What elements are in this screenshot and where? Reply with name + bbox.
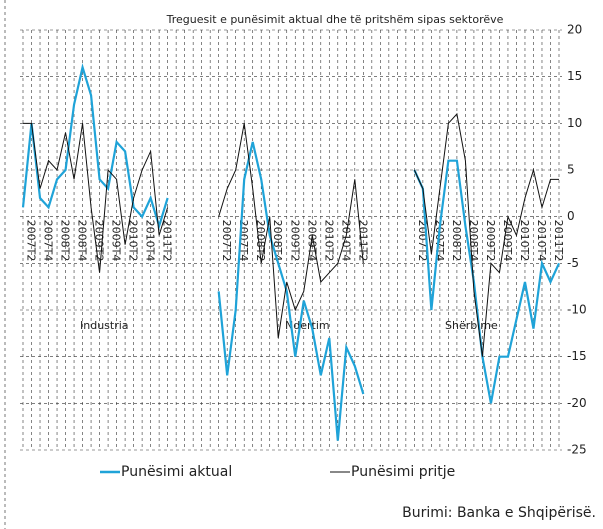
- y-tick-label: -25: [567, 443, 587, 457]
- x-tick-label: 2009T2: [484, 220, 497, 262]
- x-tick-label: 2007T2: [220, 220, 233, 262]
- x-tick-label: 2010T2: [518, 220, 531, 262]
- x-tick-label: 2009T4: [501, 220, 514, 262]
- x-tick-label: 2011T2: [552, 220, 565, 262]
- y-tick-label: -10: [567, 303, 587, 317]
- x-tick-label: 2010T2: [127, 220, 140, 262]
- x-tick-label: 2010T4: [535, 220, 548, 262]
- x-tick-label: 2009T2: [288, 220, 301, 262]
- y-tick-label: -5: [567, 256, 579, 270]
- panel-label: Ndertim: [285, 319, 330, 332]
- x-tick-label: 2010T2: [322, 220, 335, 262]
- y-tick-label: 10: [567, 116, 582, 130]
- y-tick-label: -20: [567, 396, 587, 410]
- chart-title: Treguesit e punësimit aktual dhe të prit…: [166, 13, 504, 26]
- y-tick-label: 5: [567, 163, 575, 177]
- series-line: [21, 63, 561, 441]
- x-tick-label: 2008T4: [271, 220, 284, 262]
- x-tick-label: 2010T4: [339, 220, 352, 262]
- panel-label: Industria: [80, 319, 129, 332]
- x-tick-label: 2007T2: [25, 220, 38, 262]
- x-tick-label: 2007T4: [42, 220, 55, 262]
- x-tick-label: 2011T2: [161, 220, 174, 262]
- x-tick-label: 2008T2: [450, 220, 463, 262]
- x-tick-label: 2008T4: [76, 220, 89, 262]
- x-tick-label: 2009T4: [110, 220, 123, 262]
- y-tick-label: -15: [567, 349, 587, 363]
- legend-label: Punësimi pritje: [351, 464, 455, 480]
- x-tick-label: 2009T2: [93, 220, 106, 262]
- y-tick-label: 20: [567, 23, 582, 37]
- panel-label: Shërbime: [445, 319, 498, 332]
- y-tick-label: 15: [567, 69, 582, 83]
- y-tick-label: 0: [567, 209, 575, 223]
- x-tick-label: 2008T2: [59, 220, 72, 262]
- series-line: [23, 112, 559, 357]
- source: Burimi: Banka e Shqipërisë.: [402, 505, 596, 521]
- x-tick-label: 2010T4: [144, 220, 157, 262]
- legend-label: Punësimi aktual: [121, 464, 232, 480]
